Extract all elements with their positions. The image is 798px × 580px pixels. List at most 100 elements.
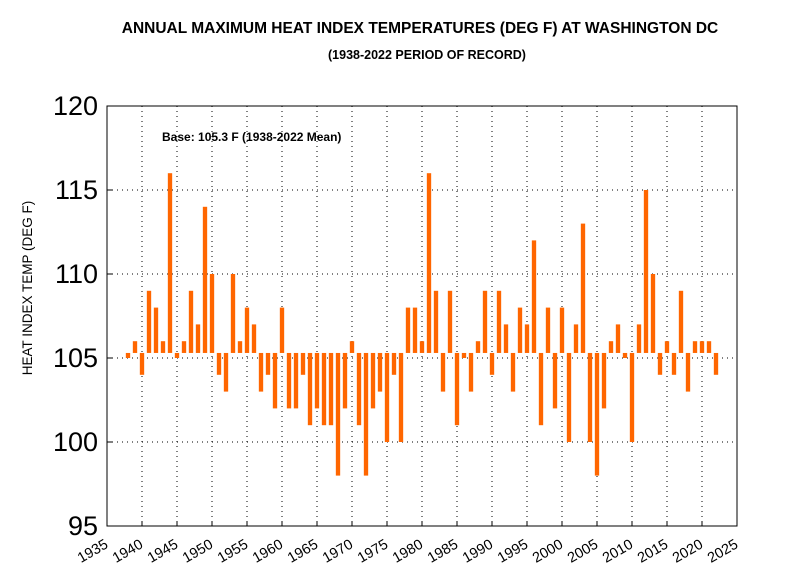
bar-1964 [307,352,313,426]
y-axis: 95 100 105 110 115 120 [53,91,112,541]
bar-1947 [188,290,194,353]
x-tick-label: 2005 [565,537,601,567]
bar-1968 [335,352,341,476]
bar-1940 [139,352,145,375]
bar-2004 [587,352,593,442]
bar-1967 [328,352,334,426]
bar-1969 [342,352,348,409]
bar-2021 [706,341,712,353]
grid [107,106,737,526]
bar-1948 [195,324,201,353]
bar-2008 [615,324,621,353]
x-tick-label: 1975 [355,537,391,567]
bar-1960 [279,307,285,353]
x-tick-label: 1990 [460,537,496,567]
base-annotation: Base: 105.3 F (1938-2022 Mean) [162,130,341,144]
bar-1957 [258,352,264,392]
bar-2002 [573,324,579,353]
y-tick-label: 100 [53,427,98,457]
bar-2001 [566,352,572,442]
x-tick-label: 2015 [635,537,671,567]
bar-1956 [251,324,257,353]
bar-2020 [699,341,705,353]
bar-1978 [405,307,411,353]
bar-1997 [538,352,544,426]
bar-1977 [398,352,404,442]
bar-1974 [377,352,383,392]
bar-1976 [391,352,397,375]
bar-1955 [244,307,250,353]
chart-subtitle: (1938-2022 PERIOD OF RECORD) [328,48,526,62]
bar-1987 [468,352,474,392]
x-axis: 1935 1940 1945 1950 1955 1960 1965 1970 1975 1980… [75,521,741,567]
x-tick-label: 1985 [425,537,461,567]
bars [125,173,719,476]
bar-2006 [601,352,607,409]
y-tick-label: 95 [68,511,98,541]
bar-1946 [181,341,187,353]
y-tick-label: 120 [53,91,98,121]
bar-2016 [671,352,677,375]
x-tick-label: 1950 [180,537,216,567]
bar-2013 [650,274,656,353]
x-tick-label: 1980 [390,537,426,567]
x-tick-label: 1970 [320,537,356,567]
y-tick-label: 115 [55,175,98,205]
x-tick-label: 1945 [145,537,181,567]
bar-2015 [664,341,670,353]
bar-1986 [461,352,467,358]
bar-1984 [447,290,453,353]
bar-1966 [321,352,327,426]
x-tick-label: 1965 [285,537,321,567]
bar-1991 [496,290,502,353]
x-tick-label: 1940 [110,537,146,567]
bar-1951 [216,352,222,375]
bar-1954 [237,341,243,353]
x-tick-label: 2025 [705,537,741,567]
bar-1985 [454,352,460,426]
bar-1963 [300,352,306,375]
bar-1973 [370,352,376,409]
bar-2017 [678,290,684,353]
bar-1995 [524,324,530,353]
bar-1950 [209,274,215,353]
bar-1952 [223,352,229,392]
bar-1944 [167,173,173,353]
bar-1988 [475,341,481,353]
bar-1965 [314,352,320,409]
x-tick-label: 1960 [250,537,286,567]
x-tick-label: 1995 [495,537,531,567]
bar-1996 [531,240,537,353]
bar-1980 [419,341,425,353]
bar-1998 [545,307,551,353]
bar-1953 [230,274,236,353]
x-tick-label: 2010 [600,537,636,567]
x-tick-label: 2000 [530,537,566,567]
bar-2000 [559,307,565,353]
bar-2003 [580,223,586,353]
bar-2005 [594,352,600,476]
bar-2012 [643,190,649,353]
bar-2007 [608,341,614,353]
bar-2011 [636,324,642,353]
bar-1941 [146,290,152,353]
bar-1959 [272,352,278,409]
bar-1992 [503,324,509,353]
bar-1939 [132,341,138,353]
bar-1949 [202,206,208,353]
bar-2018 [685,352,691,392]
bar-2009 [622,352,628,358]
bar-1962 [293,352,299,409]
bar-1975 [384,352,390,442]
bar-2014 [657,352,663,375]
bar-1979 [412,307,418,353]
bar-1942 [153,307,159,353]
bar-1972 [363,352,369,476]
bar-2019 [692,341,698,353]
bar-1989 [482,290,488,353]
bar-1999 [552,352,558,409]
bar-1958 [265,352,271,375]
bar-1981 [426,173,432,353]
bar-1943 [160,341,166,353]
